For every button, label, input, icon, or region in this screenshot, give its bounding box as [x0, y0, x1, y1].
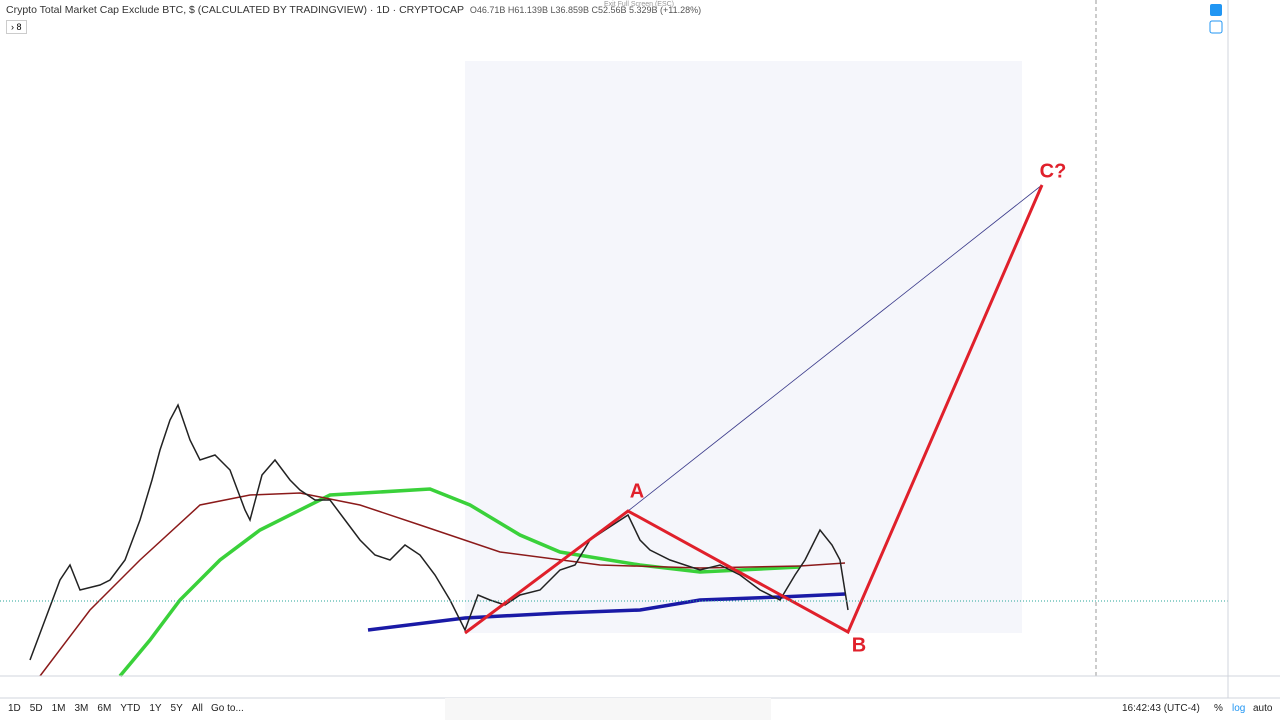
collapse-button[interactable]: › 8: [6, 20, 27, 34]
ma-green: [118, 487, 801, 678]
clock: 16:42:43 (UTC-4): [1122, 703, 1200, 714]
range-button[interactable]: 6M: [97, 703, 112, 714]
ma-red: [39, 492, 846, 677]
fib-box: [465, 61, 1022, 633]
label-c: C?: [1040, 160, 1067, 182]
label-b: B: [852, 634, 866, 656]
symbol-title: Crypto Total Market Cap Exclude BTC, $ (…: [6, 4, 465, 16]
range-button[interactable]: 1Y: [149, 703, 162, 714]
range-buttons: 1D 5D 1M 3M 6M YTD 1Y 5Y All: [8, 698, 212, 720]
range-button[interactable]: 1M: [51, 703, 66, 714]
range-button[interactable]: 1D: [8, 703, 21, 714]
drawing-toolbar[interactable]: [445, 698, 771, 720]
collapse-count: 8: [16, 22, 22, 32]
header: Crypto Total Market Cap Exclude BTC, $ (…: [6, 4, 701, 16]
trend-line: [627, 184, 1043, 512]
range-button[interactable]: 5Y: [170, 703, 183, 714]
range-button[interactable]: 3M: [74, 703, 89, 714]
log-toggle[interactable]: log: [1232, 703, 1246, 714]
goto[interactable]: Go to...: [211, 703, 244, 714]
ohlc: O46.71B H61.139B L36.859B C52.56B 5.329B…: [469, 5, 702, 15]
range-button[interactable]: 5D: [29, 703, 43, 714]
exit-fullscreen[interactable]: Exit Full Screen (ESC): [604, 1, 675, 8]
range-button[interactable]: All: [191, 703, 203, 714]
auto-toggle[interactable]: auto: [1253, 703, 1273, 714]
abc-wave: [464, 184, 1044, 635]
ma-navy: [367, 592, 846, 632]
percent-toggle[interactable]: %: [1214, 703, 1223, 714]
price: [29, 403, 849, 661]
range-button[interactable]: YTD: [120, 703, 141, 714]
label-a: A: [630, 480, 644, 502]
toolbar-icon[interactable]: [1210, 4, 1222, 16]
toolbar-icon[interactable]: [1209, 20, 1223, 34]
